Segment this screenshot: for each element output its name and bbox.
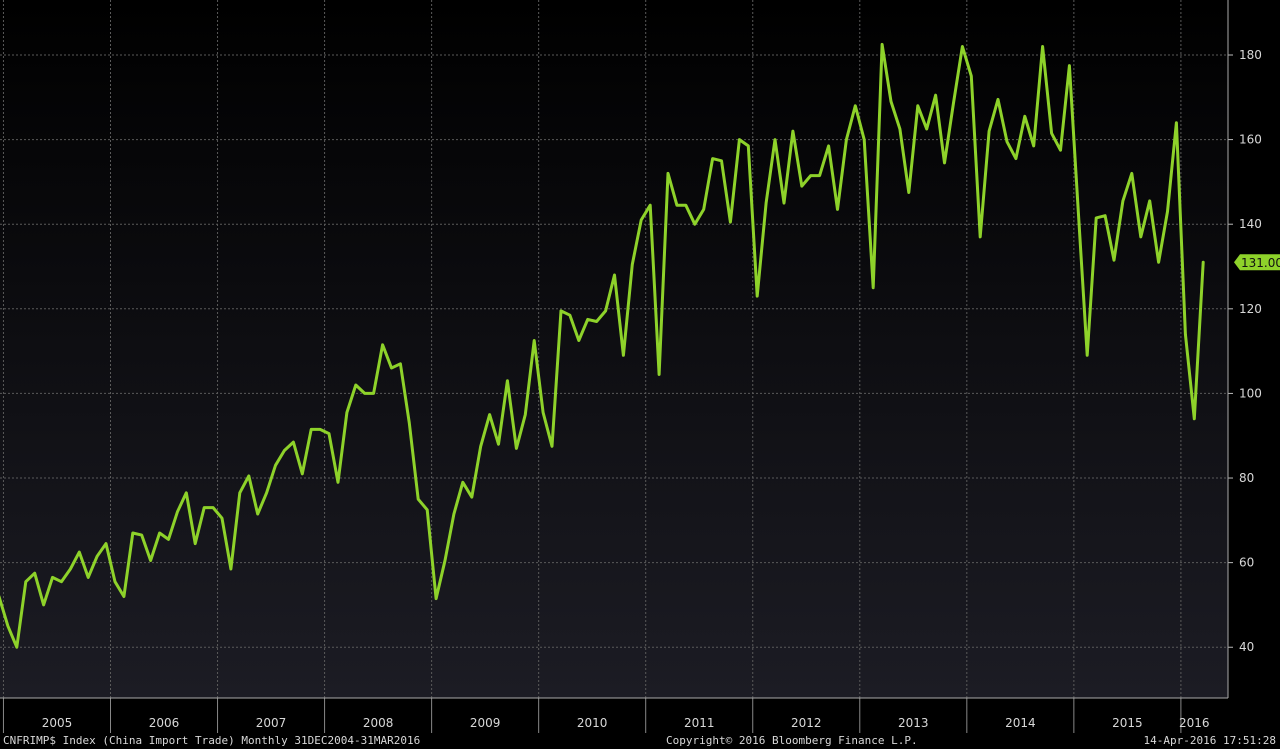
plot-background <box>0 0 1228 698</box>
x-tick-label: 2006 <box>149 716 180 730</box>
y-tick-label: 140 <box>1239 217 1262 231</box>
x-tick-label: 2009 <box>470 716 501 730</box>
x-tick-label: 2015 <box>1112 716 1143 730</box>
chart-footer: CNFRIMP$ Index (China Import Trade) Mont… <box>0 733 1280 749</box>
footer-timestamp: 14-Apr-2016 17:51:28 <box>1143 734 1276 747</box>
y-tick-label: 120 <box>1239 302 1262 316</box>
x-tick-label: 2014 <box>1005 716 1036 730</box>
x-tick-label: 2012 <box>791 716 822 730</box>
x-tick-label: 2005 <box>42 716 73 730</box>
last-value-label: 131.00 <box>1241 256 1280 270</box>
x-tick-label: 2010 <box>577 716 608 730</box>
series-line <box>0 42 1205 649</box>
x-tick-label: 2008 <box>363 716 394 730</box>
line-chart: 40 60 80 100 120 140 160 180 2005 2006 2007 2008 200… <box>0 0 1280 733</box>
footer-ticker-info: CNFRIMP$ Index (China Import Trade) Mont… <box>3 734 421 747</box>
y-tick-label: 160 <box>1239 133 1262 147</box>
y-tick-label: 60 <box>1239 556 1254 570</box>
y-tick-label: 80 <box>1239 471 1254 485</box>
footer-copyright: Copyright© 2016 Bloomberg Finance L.P. <box>666 734 918 747</box>
y-tick-label: 100 <box>1239 386 1262 400</box>
x-tick-label: 2016 <box>1179 716 1210 730</box>
x-tick-label: 2013 <box>898 716 929 730</box>
last-value-tag <box>1234 254 1280 271</box>
x-tick-label: 2007 <box>256 716 287 730</box>
x-tick-label: 2011 <box>684 716 715 730</box>
y-tick-label: 180 <box>1239 48 1262 62</box>
y-tick-label: 40 <box>1239 640 1254 654</box>
